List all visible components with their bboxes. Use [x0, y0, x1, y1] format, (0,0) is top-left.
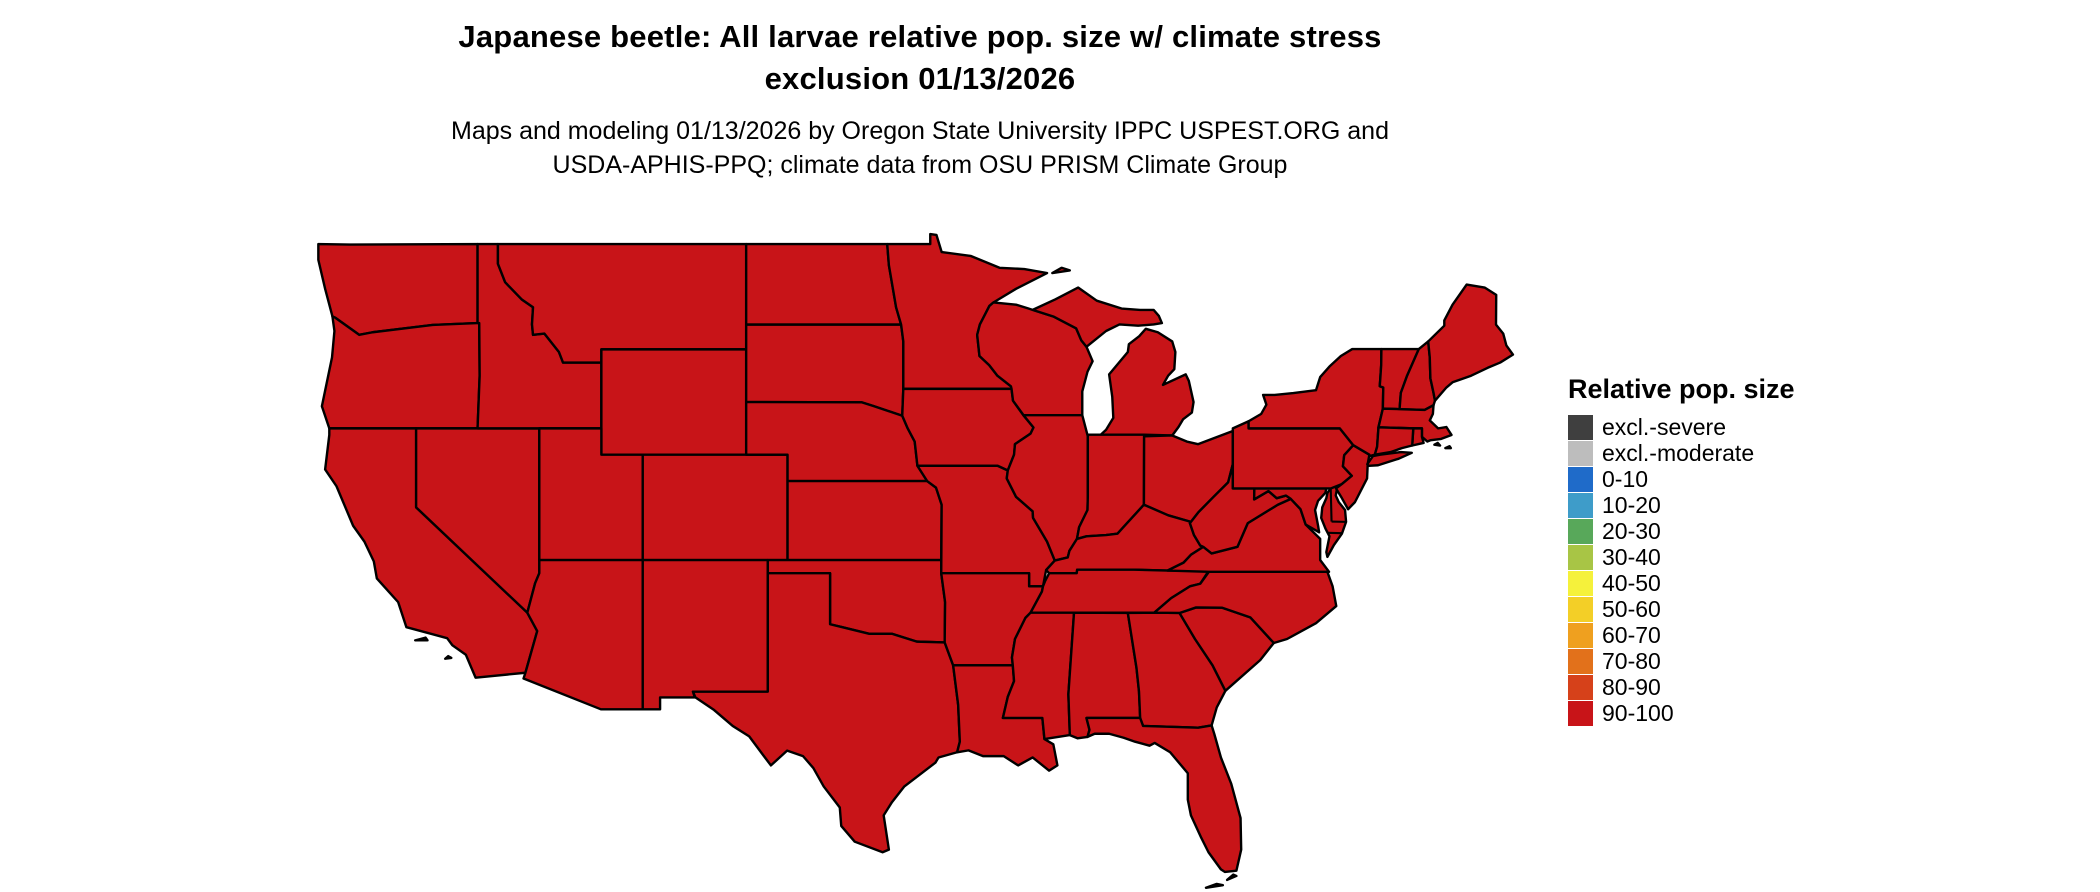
legend-label: 10-20 — [1602, 491, 1661, 518]
legend-row: 40-50 — [1568, 570, 1795, 596]
state-michigan-lower-peninsula — [1099, 327, 1195, 437]
map-area — [295, 198, 1530, 892]
state-arizona — [522, 558, 644, 711]
legend-label: 60-70 — [1602, 621, 1661, 648]
state-wyoming — [600, 348, 748, 456]
legend-label: 90-100 — [1602, 699, 1674, 726]
legend-entries: excl.-severe excl.-moderate 0-10 10-20 20-30… — [1568, 414, 1795, 726]
state-north-carolina — [1153, 570, 1338, 645]
state-channel-islands-south — [443, 654, 453, 660]
legend-row: 30-40 — [1568, 544, 1795, 570]
legend-label: 30-40 — [1602, 543, 1661, 570]
legend-swatch — [1568, 544, 1593, 570]
legend-label: excl.-severe — [1602, 413, 1726, 440]
legend-label: 20-30 — [1602, 517, 1661, 544]
legend-swatch — [1568, 414, 1593, 440]
legend-label: 50-60 — [1602, 595, 1661, 622]
legend-row: 70-80 — [1568, 648, 1795, 674]
legend-swatch — [1568, 700, 1593, 726]
legend-swatch — [1568, 648, 1593, 674]
legend-title: Relative pop. size — [1568, 374, 1795, 404]
state-colorado — [641, 453, 789, 562]
legend-swatch — [1568, 674, 1593, 700]
legend-row: 50-60 — [1568, 596, 1795, 622]
legend-row: 60-70 — [1568, 622, 1795, 648]
state-north-dakota — [744, 242, 903, 326]
state-michigan-upper-peninsula — [1031, 286, 1164, 348]
states-group — [317, 232, 1515, 889]
state-new-mexico — [641, 558, 769, 711]
page-subtitle-line2: USDA-APHIS-PPQ; climate data from OSU PR… — [552, 151, 1288, 179]
legend-swatch — [1568, 492, 1593, 518]
legend-row: excl.-moderate — [1568, 440, 1795, 466]
legend-row: excl.-severe — [1568, 414, 1795, 440]
page-subtitle: Maps and modeling 01/13/2026 by Oregon S… — [150, 114, 1690, 182]
legend: Relative pop. size excl.-severe excl.-mod… — [1568, 374, 1795, 726]
page-title-line1: Japanese beetle: All larvae relative pop… — [458, 19, 1382, 54]
legend-swatch — [1568, 466, 1593, 492]
map-header: Japanese beetle: All larvae relative pop… — [150, 16, 1690, 182]
state-kansas — [786, 479, 943, 562]
legend-swatch — [1568, 570, 1593, 596]
state-marthas-vineyard — [1433, 441, 1442, 447]
state-border-segment — [1329, 488, 1333, 522]
legend-label: 0-10 — [1602, 465, 1649, 492]
legend-row: 20-30 — [1568, 518, 1795, 544]
legend-label: 70-80 — [1602, 647, 1661, 674]
legend-row: 90-100 — [1568, 700, 1795, 726]
state-channel-islands-north — [413, 636, 429, 642]
legend-swatch — [1568, 440, 1593, 466]
state-maryland — [1252, 487, 1328, 534]
legend-row: 0-10 — [1568, 466, 1795, 492]
state-maine — [1426, 283, 1515, 402]
legend-swatch — [1568, 518, 1593, 544]
legend-row: 10-20 — [1568, 492, 1795, 518]
state-florida — [1085, 716, 1243, 874]
state-florida-keys-lower — [1204, 882, 1225, 889]
state-pennsylvania — [1231, 420, 1355, 490]
legend-label: excl.-moderate — [1602, 439, 1755, 466]
page-subtitle-line1: Maps and modeling 01/13/2026 by Oregon S… — [451, 117, 1389, 145]
legend-row: 80-90 — [1568, 674, 1795, 700]
legend-label: 40-50 — [1602, 569, 1661, 596]
legend-swatch — [1568, 622, 1593, 648]
state-isle-royale — [1051, 266, 1072, 275]
legend-label: 80-90 — [1602, 673, 1661, 700]
us-map — [317, 232, 1515, 889]
state-connecticut — [1373, 426, 1415, 456]
state-florida-keys-upper — [1225, 873, 1238, 882]
state-texas — [691, 571, 962, 854]
state-oregon — [320, 315, 481, 430]
page-title-line2: exclusion 01/13/2026 — [764, 61, 1076, 96]
legend-swatch — [1568, 596, 1593, 622]
state-border-lines — [1327, 488, 1347, 535]
state-nantucket — [1444, 445, 1453, 450]
